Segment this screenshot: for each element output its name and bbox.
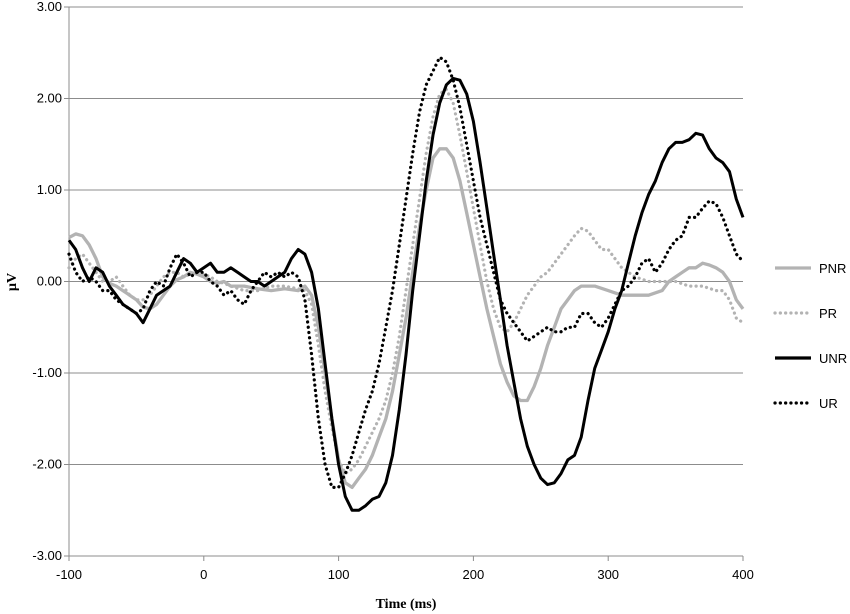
legend-label-unr: UNR	[819, 351, 847, 366]
axes	[64, 6, 744, 561]
x-tick-label-1: 0	[200, 567, 207, 582]
x-tick-label-2: 100	[328, 567, 350, 582]
y-tick-label-3: 0.00	[37, 274, 62, 289]
series-line-unr	[67, 76, 745, 512]
x-axis-title: Time (ms)	[376, 597, 437, 612]
legend: PNR PR UNR UR	[773, 261, 847, 411]
y-tick-label-5: 2.00	[37, 91, 62, 106]
y-tick-label-4: 1.00	[37, 182, 62, 197]
y-tick-label-6: 3.00	[37, 0, 62, 14]
tick-labels: -3.00 -2.00 -1.00 0.00 1.00 2.00 3.00 -100 0 100 2…	[32, 0, 753, 582]
series-line-ur	[67, 55, 745, 489]
x-tick-label-5: 400	[732, 567, 754, 582]
x-tick-label-0: -100	[56, 567, 82, 582]
x-tick-label-3: 200	[463, 567, 485, 582]
y-tick-label-2: -1.00	[32, 365, 62, 380]
data-series	[67, 55, 745, 512]
x-tick-label-4: 300	[597, 567, 619, 582]
series-line-pr	[67, 87, 745, 476]
y-tick-label-1: -2.00	[32, 457, 62, 472]
y-axis-title: µV	[5, 273, 20, 291]
gridlines	[69, 6, 743, 465]
y-tick-label-0: -3.00	[32, 548, 62, 563]
legend-label-ur: UR	[819, 396, 838, 411]
legend-label-pr: PR	[819, 306, 837, 321]
legend-label-pnr: PNR	[819, 261, 846, 276]
